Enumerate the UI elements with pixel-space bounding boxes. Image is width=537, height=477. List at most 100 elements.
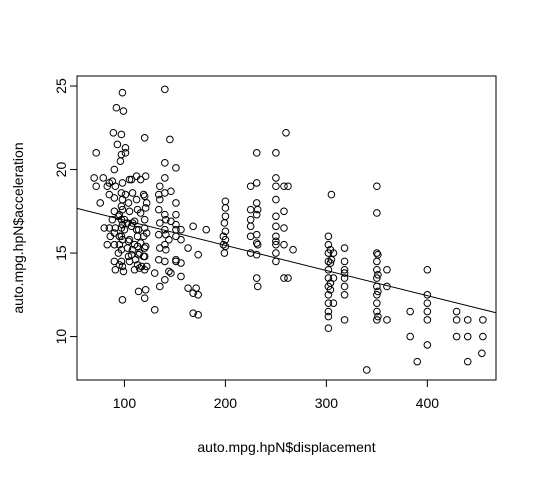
data-point xyxy=(479,316,487,324)
data-point xyxy=(373,249,381,257)
data-point xyxy=(155,282,164,291)
data-point xyxy=(142,229,151,237)
data-point xyxy=(463,316,472,324)
data-point xyxy=(272,149,280,157)
data-point xyxy=(96,199,105,207)
data-point xyxy=(155,195,164,204)
data-point xyxy=(329,249,338,257)
data-point xyxy=(324,274,333,282)
y-tick-label: 10 xyxy=(53,329,69,345)
data-point xyxy=(136,209,145,217)
data-point xyxy=(192,284,200,292)
data-point xyxy=(161,85,169,94)
data-point xyxy=(111,182,120,191)
data-point xyxy=(140,134,149,142)
data-point xyxy=(383,316,391,324)
data-point xyxy=(252,149,261,157)
data-point xyxy=(177,225,185,234)
data-point xyxy=(128,189,137,197)
y-tick-label: 20 xyxy=(53,162,69,178)
data-point xyxy=(177,259,185,267)
data-point xyxy=(194,291,202,299)
data-point xyxy=(253,205,262,214)
data-point xyxy=(124,237,133,246)
data-point xyxy=(340,316,349,324)
data-point xyxy=(272,232,280,241)
data-point xyxy=(118,179,127,187)
data-point xyxy=(340,265,349,274)
data-point xyxy=(121,190,130,199)
data-point xyxy=(92,149,100,157)
data-point xyxy=(120,225,129,234)
data-point xyxy=(324,299,333,307)
data-point xyxy=(142,262,151,271)
data-point xyxy=(463,332,472,341)
data-point xyxy=(253,282,262,291)
data-point xyxy=(327,255,336,264)
data-point xyxy=(110,165,119,174)
data-point xyxy=(167,269,175,277)
data-point xyxy=(373,182,381,191)
data-point xyxy=(324,324,333,333)
data-point xyxy=(252,250,261,259)
data-point xyxy=(340,257,349,266)
data-point xyxy=(161,275,169,284)
data-point xyxy=(374,312,382,321)
data-point xyxy=(125,235,134,244)
data-point xyxy=(124,199,133,207)
data-point xyxy=(117,232,126,241)
data-point xyxy=(110,194,119,202)
data-point xyxy=(150,269,159,277)
data-point xyxy=(327,190,336,199)
data-point xyxy=(452,307,461,316)
data-point xyxy=(125,207,134,216)
data-point xyxy=(423,307,432,316)
data-point xyxy=(383,265,391,274)
data-point xyxy=(329,299,338,307)
data-point xyxy=(135,264,144,272)
data-point xyxy=(162,215,170,224)
data-point xyxy=(340,269,349,277)
x-tick-label: 400 xyxy=(416,395,440,411)
data-point xyxy=(140,252,149,261)
data-point xyxy=(373,265,381,274)
data-point xyxy=(253,240,262,249)
data-point xyxy=(373,316,381,324)
data-point xyxy=(221,197,230,206)
data-point xyxy=(252,210,261,219)
data-point xyxy=(373,307,381,316)
data-point xyxy=(452,316,461,324)
data-point xyxy=(109,128,118,137)
data-point xyxy=(118,262,127,271)
data-point xyxy=(121,144,130,152)
data-point xyxy=(99,174,108,182)
data-point xyxy=(140,215,149,224)
data-point xyxy=(272,174,280,182)
data-point xyxy=(140,192,149,201)
data-point xyxy=(280,274,288,282)
data-point xyxy=(155,219,164,227)
data-point xyxy=(406,307,414,316)
data-point xyxy=(111,265,120,274)
data-point xyxy=(373,291,381,299)
data-point xyxy=(289,245,297,254)
data-point xyxy=(374,287,382,296)
data-point xyxy=(177,235,185,244)
data-point xyxy=(272,222,280,231)
data-point xyxy=(340,282,349,291)
data-point xyxy=(140,244,149,252)
data-point xyxy=(92,182,100,191)
data-point xyxy=(154,205,163,214)
data-point xyxy=(172,220,180,229)
data-point xyxy=(141,204,150,212)
data-point xyxy=(282,128,290,137)
data-point xyxy=(189,222,197,231)
data-point xyxy=(141,242,150,251)
data-point xyxy=(112,103,121,112)
data-point xyxy=(423,316,432,324)
data-point xyxy=(142,199,151,207)
data-point xyxy=(172,257,180,266)
y-tick-label: 25 xyxy=(53,78,69,94)
data-point xyxy=(125,175,134,184)
data-point xyxy=(452,332,461,341)
